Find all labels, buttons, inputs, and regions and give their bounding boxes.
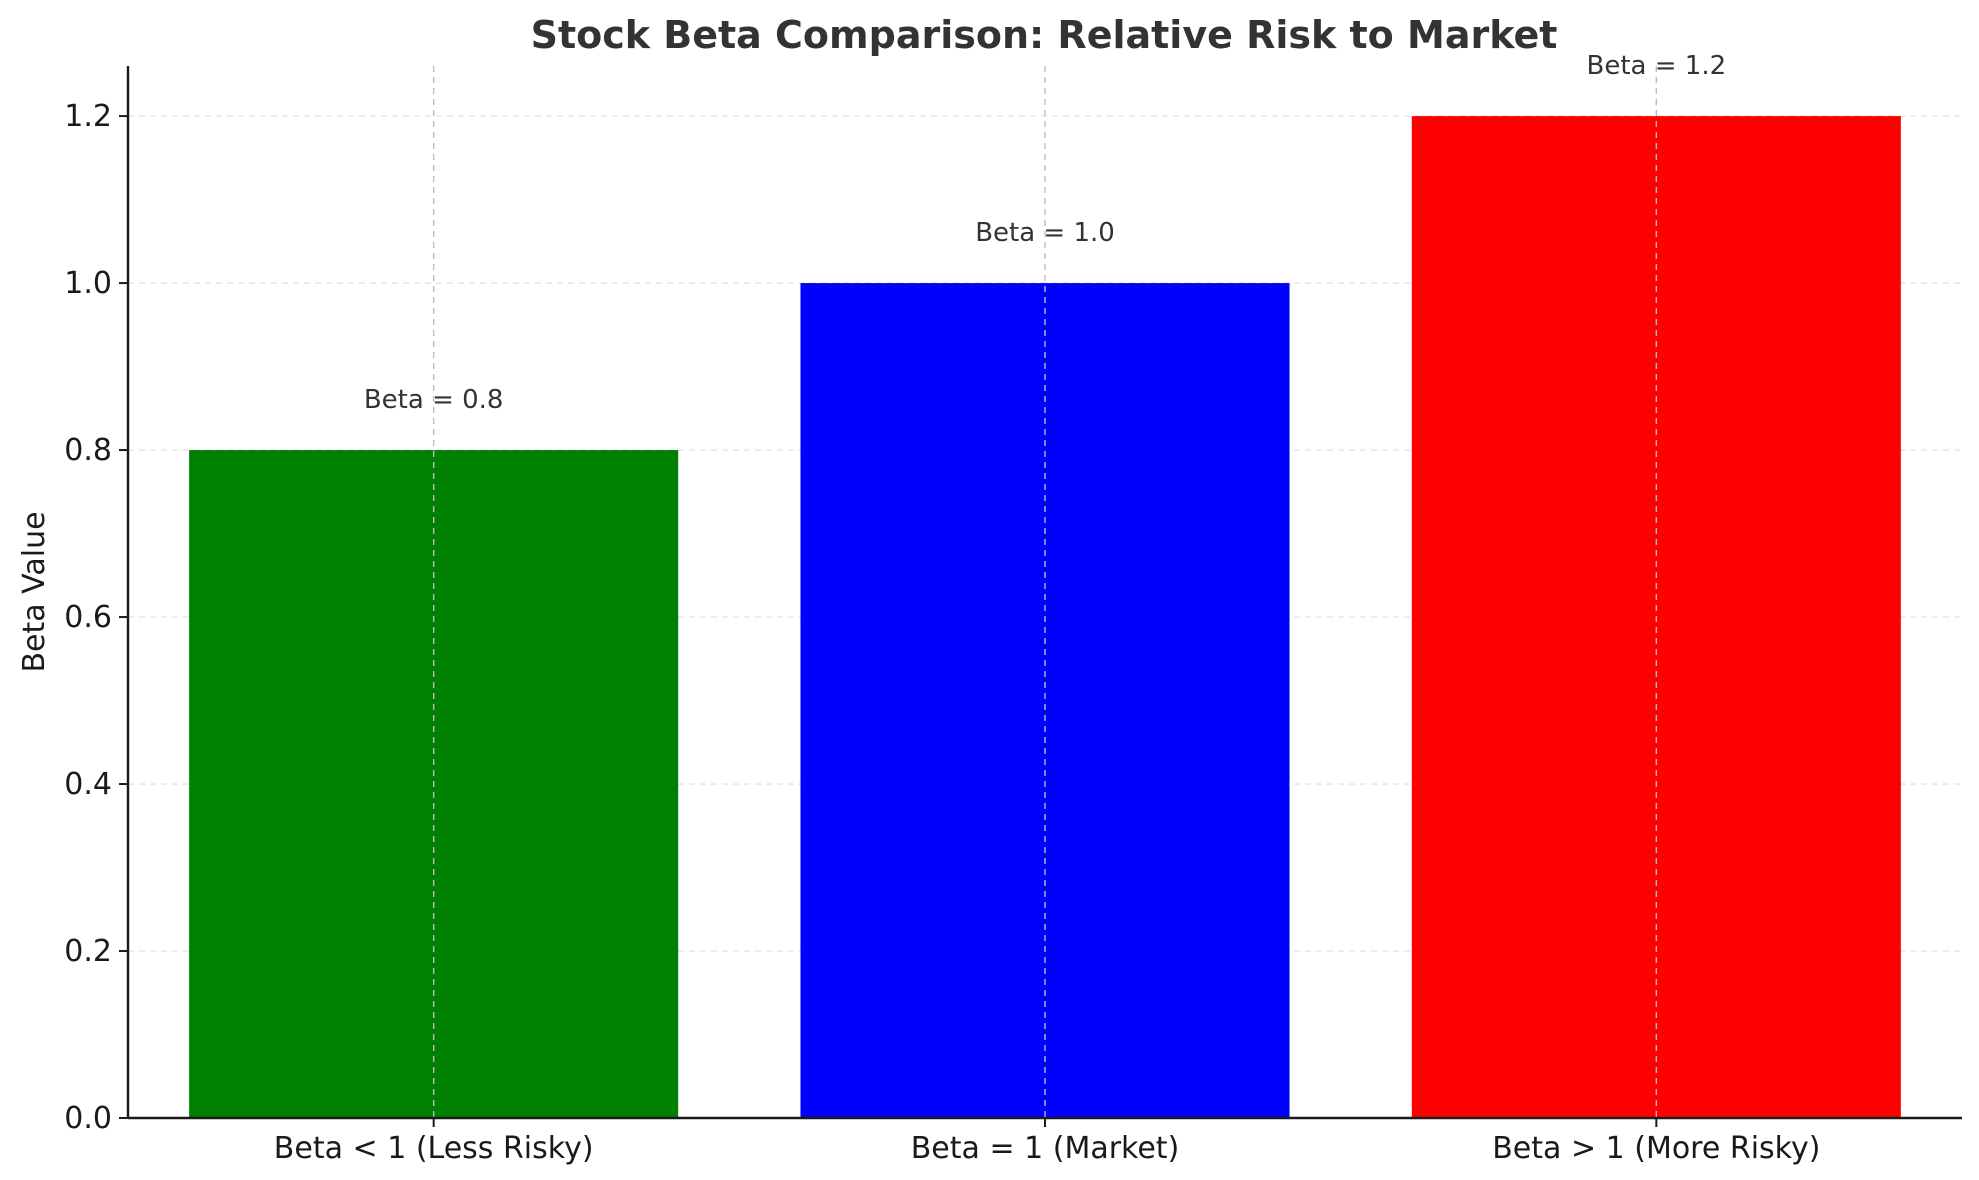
y-tick-label: 0.6	[64, 600, 112, 635]
y-axis-label: Beta Value	[17, 511, 52, 672]
y-tick-label: 0.4	[64, 767, 112, 802]
y-tick-label: 0.0	[64, 1101, 112, 1136]
data-label-3: Beta = 1.2	[1587, 51, 1727, 81]
data-labels: Beta = 0.8 Beta = 1.0 Beta = 1.2	[364, 51, 1726, 415]
x-tick-label: Beta = 1 (Market)	[911, 1131, 1180, 1166]
data-label-1: Beta = 0.8	[364, 385, 504, 415]
x-ticks: Beta < 1 (Less Risky) Beta = 1 (Market) Be…	[274, 1118, 1820, 1166]
x-tick-label: Beta > 1 (More Risky)	[1492, 1131, 1820, 1166]
chart-title: Stock Beta Comparison: Relative Risk to …	[531, 13, 1558, 57]
data-label-2: Beta = 1.0	[975, 218, 1115, 248]
y-tick-label: 1.2	[64, 99, 112, 134]
y-ticks: 0.0 0.2 0.4 0.6 0.8 1.0 1.2	[64, 99, 128, 1136]
y-tick-label: 0.2	[64, 934, 112, 969]
y-tick-label: 0.8	[64, 433, 112, 468]
x-tick-label: Beta < 1 (Less Risky)	[274, 1131, 594, 1166]
y-tick-label: 1.0	[64, 266, 112, 301]
